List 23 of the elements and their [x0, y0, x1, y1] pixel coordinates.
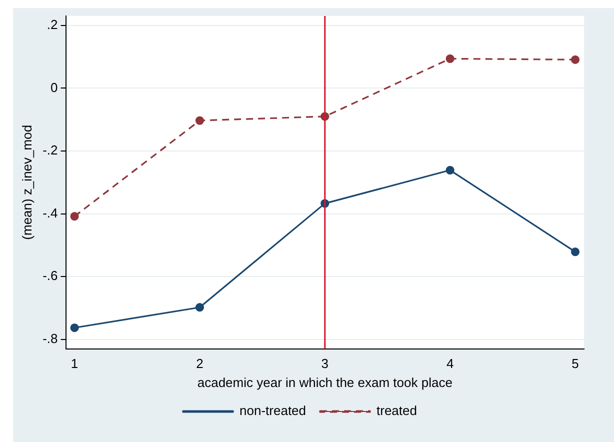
y-tick-label: -.2 [42, 142, 58, 158]
x-tick-label: 5 [572, 356, 579, 372]
y-tick-label: -.6 [42, 268, 58, 284]
x-tick-label: 4 [446, 356, 454, 372]
legend-label: non-treated [240, 403, 306, 418]
point [446, 166, 454, 174]
y-tick-label: -.8 [42, 330, 58, 346]
x-tick-label: 1 [70, 356, 78, 372]
y-axis-title: (mean) z_inev_mod [19, 124, 34, 240]
y-tick-label: -.4 [42, 205, 58, 220]
x-tick-label: 3 [321, 356, 329, 372]
y-tick-label: 0 [50, 80, 58, 95]
x-axis-title: academic year in which the exam took place [197, 374, 452, 390]
point [446, 54, 454, 63]
point [70, 323, 79, 332]
y-tick-label: .2 [46, 16, 58, 32]
point [70, 212, 79, 221]
point [570, 55, 580, 64]
legend-label: treated [376, 403, 417, 418]
point [195, 116, 204, 125]
point [570, 247, 580, 256]
point [195, 303, 204, 312]
x-tick-label: 2 [196, 356, 204, 372]
